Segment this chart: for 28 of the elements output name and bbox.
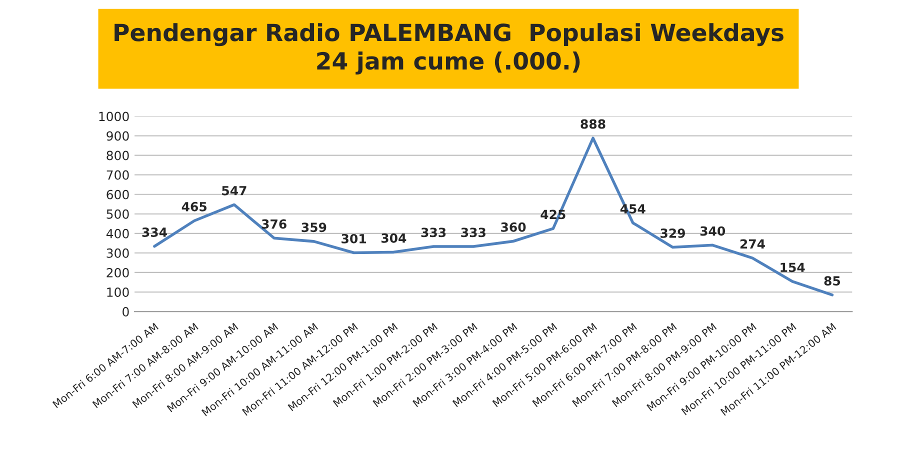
y-tick-label: 800 bbox=[106, 150, 129, 160]
y-tick-label: 1000 bbox=[99, 112, 129, 122]
data-label: 154 bbox=[780, 262, 805, 272]
data-label: 274 bbox=[740, 239, 765, 248]
data-label: 376 bbox=[262, 219, 286, 229]
data-label: 360 bbox=[501, 222, 526, 232]
data-label: 340 bbox=[700, 226, 726, 236]
y-tick-label: 0 bbox=[122, 307, 129, 316]
data-label: 888 bbox=[580, 119, 606, 129]
y-tick-label: 500 bbox=[106, 209, 129, 219]
data-label: 359 bbox=[302, 222, 326, 232]
y-tick-label: 600 bbox=[106, 190, 129, 200]
y-tick-label: 900 bbox=[106, 131, 129, 141]
y-tick-label: 100 bbox=[107, 287, 129, 297]
data-label: 329 bbox=[660, 228, 685, 238]
y-tick-label: 300 bbox=[106, 248, 129, 258]
data-label: 333 bbox=[461, 228, 486, 238]
y-tick-label: 700 bbox=[106, 170, 129, 180]
data-label: 465 bbox=[182, 202, 207, 212]
data-label: 334 bbox=[142, 228, 167, 237]
data-label: 333 bbox=[421, 228, 446, 238]
chart-title: Pendengar Radio PALEMBANG Populasi Weekdays 24 jam cume (.000.) bbox=[114, 23, 784, 75]
data-label: 85 bbox=[824, 276, 840, 286]
data-label: 304 bbox=[381, 233, 406, 243]
y-tick-label: 400 bbox=[106, 228, 129, 238]
data-label: 301 bbox=[342, 234, 366, 244]
y-tick-label: 200 bbox=[106, 268, 129, 278]
data-label: 547 bbox=[222, 186, 246, 196]
